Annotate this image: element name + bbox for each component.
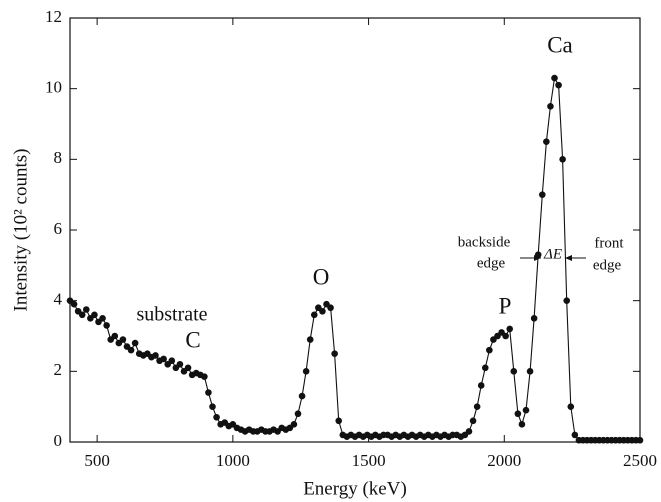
annotation: C [185, 327, 200, 352]
data-point [213, 413, 220, 421]
data-point [559, 156, 566, 163]
data-point [294, 410, 302, 418]
data-point [176, 360, 184, 368]
annotation: P [499, 293, 512, 318]
annotation: front [594, 235, 624, 251]
annotation: edge [477, 255, 506, 271]
data-point [543, 138, 550, 145]
data-point [168, 357, 176, 365]
y-tick-label: 12 [45, 7, 62, 26]
data-point [331, 350, 338, 357]
data-point [119, 336, 127, 343]
data-point [201, 373, 208, 380]
data-point [111, 332, 119, 340]
data-point [563, 297, 571, 304]
data-point [518, 421, 526, 428]
data-point [99, 315, 106, 322]
y-tick-label: 8 [54, 148, 63, 167]
x-tick-label: 500 [84, 451, 110, 470]
annotation: O [313, 264, 330, 289]
y-tick-label: 6 [54, 219, 63, 238]
data-point [184, 364, 192, 372]
annotation: ΔE [543, 246, 562, 262]
data-point [534, 251, 542, 259]
data-point [636, 436, 644, 444]
data-point [306, 336, 314, 343]
data-point [78, 311, 86, 319]
data-point [522, 406, 530, 414]
data-point [506, 325, 514, 333]
data-point [82, 306, 90, 313]
annotation: edge [593, 257, 622, 273]
data-point [486, 346, 493, 354]
data-point [127, 346, 135, 354]
data-point [473, 403, 481, 410]
data-point [70, 300, 78, 308]
data-point [103, 322, 110, 329]
data-point [510, 368, 518, 375]
data-point [571, 431, 579, 439]
data-point [131, 339, 139, 347]
data-point [91, 311, 98, 319]
data-point [310, 311, 318, 319]
data-point [538, 191, 546, 198]
data-point [469, 417, 477, 425]
data-point [481, 364, 489, 372]
data-point [290, 421, 298, 428]
data-point [477, 382, 485, 389]
data-point [526, 368, 534, 375]
data-point [514, 410, 522, 418]
data-point [327, 304, 334, 312]
x-axis-label: Energy (keV) [303, 478, 407, 499]
data-point [335, 417, 343, 425]
data-point [547, 103, 554, 110]
data-point [502, 332, 509, 340]
x-tick-label: 1000 [216, 451, 250, 470]
data-point [298, 392, 306, 400]
y-tick-label: 4 [54, 290, 63, 309]
data-point [551, 74, 558, 82]
y-tick-label: 0 [54, 431, 63, 450]
y-tick-label: 2 [54, 360, 63, 379]
data-point [555, 81, 562, 89]
annotation: substrate [136, 304, 207, 326]
data-point [465, 428, 473, 435]
data-point [567, 403, 575, 410]
data-point [319, 307, 326, 315]
data-point [152, 352, 159, 359]
annotation: Ca [547, 32, 573, 57]
y-tick-label: 10 [45, 78, 62, 97]
data-point [209, 403, 216, 410]
x-tick-label: 2500 [623, 451, 657, 470]
annotation: backside [458, 234, 511, 250]
x-tick-label: 1500 [352, 451, 386, 470]
x-tick-label: 2000 [487, 451, 521, 470]
data-point [160, 355, 167, 363]
data-point [205, 389, 212, 396]
data-point [302, 368, 310, 375]
y-axis-label: Intensity (10² counts) [10, 149, 31, 312]
data-point [530, 315, 538, 322]
